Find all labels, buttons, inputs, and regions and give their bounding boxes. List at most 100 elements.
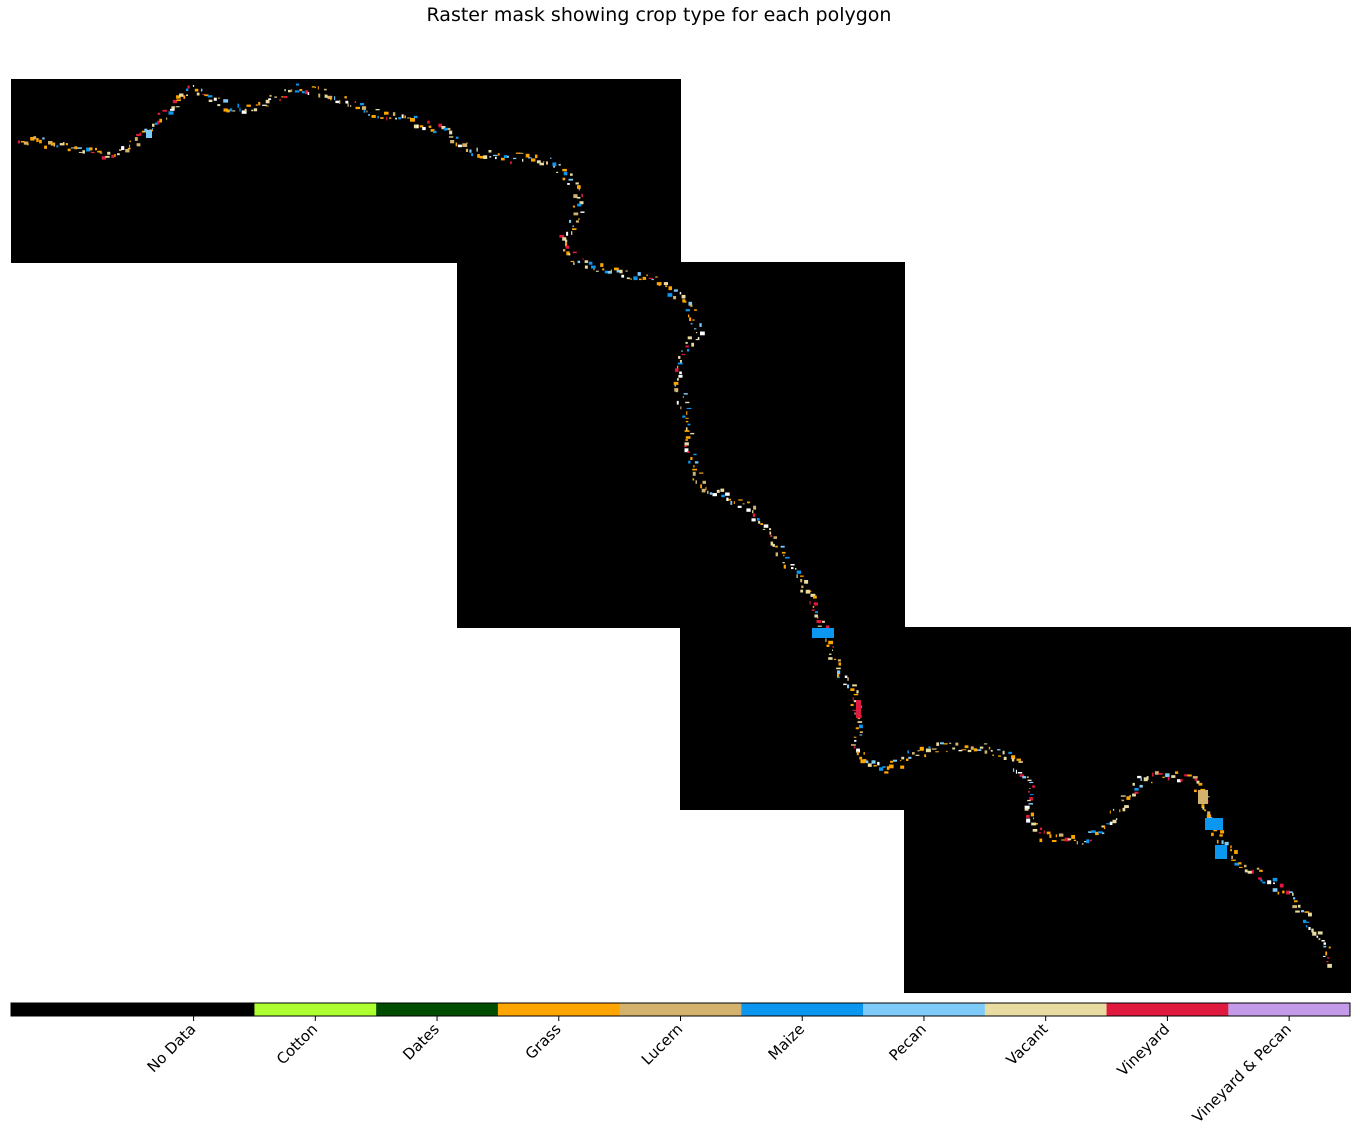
- crop-polygon-201: [562, 168, 567, 172]
- crop-polygon-230: [563, 249, 566, 252]
- crop-polygon-90: [253, 108, 258, 112]
- crop-polygon-663: [1312, 931, 1317, 936]
- crop-polygon-363: [757, 518, 760, 521]
- crop-polygon-643: [1272, 888, 1278, 892]
- crop-polygon-315: [686, 411, 688, 415]
- crop-polygon-589: [1167, 776, 1170, 781]
- crop-polygon-565: [1109, 810, 1111, 814]
- colorbar-labels: No Data Cotton Dates Grass Lucern Maize Pecan V…: [144, 1020, 1295, 1126]
- crop-polygon-366: [763, 524, 769, 528]
- crop-polygon-328: [687, 451, 690, 453]
- crop-polygon-480: [931, 748, 937, 750]
- crop-polygon-396: [809, 601, 811, 605]
- crop-polygon-395: [813, 595, 817, 599]
- crop-polygon-666: [1318, 938, 1321, 941]
- crop-polygon-273: [681, 294, 686, 299]
- crop-polygon-309: [683, 393, 688, 395]
- crop-polygon-594: [1184, 774, 1188, 777]
- crop-polygon-369: [769, 531, 772, 535]
- crop-polygon-468: [900, 760, 902, 762]
- crop-polygon-365: [760, 523, 763, 525]
- crop-polygon-321: [684, 430, 690, 432]
- crop-polygon-504: [1002, 750, 1005, 755]
- crop-polygon-509: [1016, 758, 1021, 761]
- crop-polygon-103: [288, 89, 291, 93]
- crop-polygon-43: [136, 134, 141, 137]
- crop-polygon-112: [314, 86, 316, 89]
- crop-polygon-428: [852, 684, 857, 687]
- crop-polygon-680: [1198, 790, 1208, 804]
- crop-polygon-277: [690, 304, 693, 307]
- crop-polygon-318: [685, 420, 689, 423]
- crop-polygon-275: [685, 300, 687, 303]
- crop-polygon-460: [879, 767, 884, 771]
- crop-polygon-540: [1049, 834, 1052, 838]
- crop-polygon-675: [1327, 963, 1332, 968]
- crop-polygon-227: [565, 239, 568, 243]
- crop-polygon-497: [983, 743, 988, 745]
- crop-polygon-208: [577, 185, 581, 189]
- crop-polygon-439: [857, 717, 861, 720]
- crop-polygon-265: [659, 283, 661, 286]
- crop-polygon-631: [1244, 864, 1247, 868]
- crop-polygon-571: [1120, 795, 1126, 797]
- colorbar-label-7: Vacant: [1003, 1020, 1052, 1069]
- crop-polygon-93: [262, 104, 267, 106]
- crop-polygon-554: [1088, 831, 1092, 833]
- crop-polygon-337: [692, 478, 695, 481]
- crop-polygon-531: [1033, 817, 1035, 820]
- crop-polygon-651: [1294, 900, 1298, 903]
- crop-polygon-139: [389, 117, 392, 119]
- crop-polygon-299: [677, 362, 683, 365]
- crop-polygon-534: [1032, 829, 1038, 832]
- crop-polygon-425: [847, 677, 849, 681]
- crop-polygon-213: [579, 201, 584, 205]
- crop-polygon-385: [796, 570, 802, 574]
- crop-polygon-133: [371, 115, 376, 118]
- crop-polygon-262: [651, 279, 654, 281]
- crop-polygon-302: [679, 371, 682, 374]
- crop-polygon-27: [97, 150, 102, 153]
- crop-polygon-636: [1259, 869, 1263, 872]
- crop-polygon-431: [853, 693, 859, 696]
- crop-polygon-469: [901, 756, 905, 760]
- crop-polygon-487: [952, 747, 956, 750]
- crop-polygon-406: [825, 625, 830, 630]
- crop-polygon-384: [795, 568, 797, 570]
- crop-polygon-160: [449, 130, 453, 135]
- crop-polygon-287: [695, 332, 698, 334]
- crop-polygon-236: [577, 260, 581, 264]
- crop-polygon-81: [226, 109, 230, 113]
- crop-polygon-123: [345, 100, 349, 104]
- crop-polygon-26: [95, 147, 97, 151]
- crop-polygon-343: [707, 490, 709, 494]
- crop-polygon-374: [775, 545, 778, 548]
- crop-polygon-642: [1273, 882, 1275, 885]
- crop-polygon-586: [1158, 773, 1163, 775]
- crop-polygon-37: [125, 149, 130, 153]
- crop-polygon-370: [770, 534, 773, 537]
- crop-polygon-158: [443, 127, 448, 131]
- crop-polygon-195: [546, 161, 548, 165]
- crop-polygon-91: [255, 104, 258, 106]
- crop-polygon-388: [800, 579, 803, 583]
- crop-polygon-476: [919, 746, 924, 751]
- crop-polygon-404: [822, 620, 825, 623]
- crop-polygon-327: [684, 448, 689, 453]
- crop-polygon-121: [339, 100, 341, 104]
- crop-polygon-274: [682, 299, 686, 303]
- crop-polygon-381: [783, 564, 786, 569]
- crop-polygon-608: [1204, 809, 1207, 812]
- crop-polygon-42: [134, 137, 138, 141]
- crop-polygon-50: [154, 122, 158, 125]
- crop-polygon-28: [99, 152, 103, 154]
- crop-polygon-398: [812, 605, 815, 608]
- crop-polygon-168: [465, 148, 469, 152]
- crop-polygon-466: [892, 759, 897, 762]
- crop-polygon-138: [386, 116, 388, 121]
- crop-polygon-293: [685, 345, 689, 348]
- crop-polygon-485: [946, 750, 948, 753]
- crop-polygon-245: [602, 268, 605, 271]
- crop-polygon-400: [815, 611, 818, 614]
- crop-polygon-312: [685, 401, 690, 404]
